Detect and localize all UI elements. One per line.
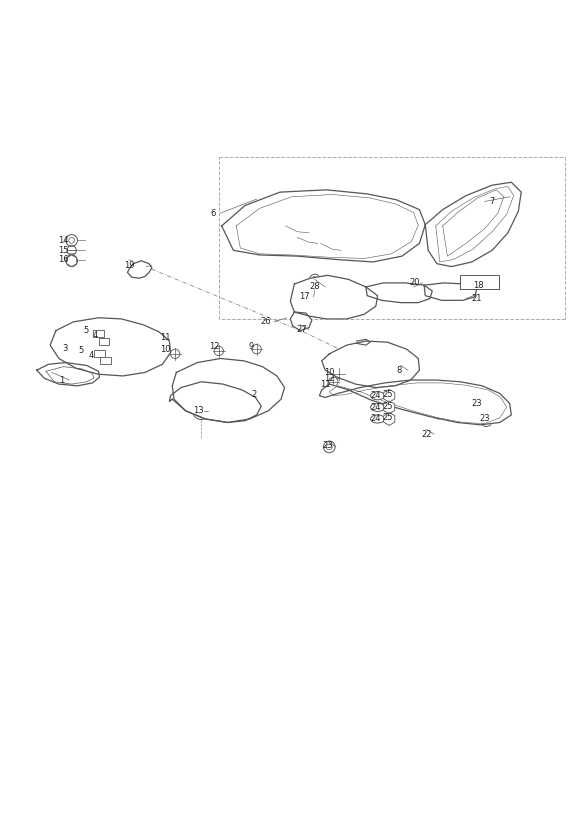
- Text: 25: 25: [382, 401, 393, 410]
- Text: 22: 22: [421, 429, 431, 438]
- FancyBboxPatch shape: [94, 350, 105, 358]
- Polygon shape: [290, 275, 378, 319]
- Polygon shape: [50, 318, 170, 376]
- Text: 17: 17: [299, 293, 310, 302]
- Text: 24: 24: [371, 391, 381, 400]
- Text: 13: 13: [193, 406, 203, 415]
- Text: 6: 6: [210, 208, 216, 218]
- Text: 5: 5: [83, 326, 88, 335]
- Text: 15: 15: [58, 246, 69, 255]
- Polygon shape: [425, 182, 521, 267]
- Text: 18: 18: [473, 281, 484, 290]
- Ellipse shape: [371, 403, 385, 411]
- Text: 12: 12: [324, 374, 335, 383]
- Text: 9: 9: [248, 342, 254, 351]
- Text: 3: 3: [62, 344, 68, 353]
- Polygon shape: [424, 283, 476, 300]
- Text: 8: 8: [396, 366, 402, 375]
- Text: 12: 12: [209, 342, 220, 351]
- Text: 23: 23: [479, 414, 490, 424]
- Text: 28: 28: [310, 283, 320, 292]
- Polygon shape: [319, 380, 511, 425]
- Text: 4: 4: [93, 330, 98, 339]
- Polygon shape: [170, 382, 261, 423]
- Text: 21: 21: [471, 294, 482, 303]
- Ellipse shape: [371, 391, 385, 400]
- Text: 10: 10: [324, 368, 335, 377]
- FancyBboxPatch shape: [99, 338, 110, 344]
- Text: 11: 11: [160, 333, 171, 342]
- Ellipse shape: [371, 415, 385, 423]
- Text: 24: 24: [371, 414, 381, 424]
- FancyBboxPatch shape: [100, 358, 111, 364]
- Text: 25: 25: [382, 390, 393, 399]
- Polygon shape: [290, 312, 312, 330]
- Polygon shape: [37, 363, 100, 386]
- Text: 19: 19: [125, 261, 135, 270]
- FancyBboxPatch shape: [93, 330, 104, 337]
- Text: 10: 10: [160, 344, 171, 353]
- Text: 7: 7: [490, 197, 495, 206]
- Text: 23: 23: [322, 441, 333, 450]
- Text: 2: 2: [251, 390, 257, 399]
- Text: 5: 5: [78, 346, 83, 355]
- Text: 24: 24: [371, 403, 381, 412]
- Text: 25: 25: [382, 414, 393, 423]
- Text: 26: 26: [260, 317, 271, 326]
- FancyBboxPatch shape: [459, 274, 498, 288]
- Text: 20: 20: [409, 279, 420, 288]
- Polygon shape: [172, 358, 285, 423]
- Text: 16: 16: [58, 255, 69, 265]
- Text: 27: 27: [297, 325, 307, 334]
- Polygon shape: [128, 260, 152, 279]
- Polygon shape: [366, 283, 432, 302]
- Text: 11: 11: [320, 380, 331, 389]
- Text: 23: 23: [471, 399, 482, 408]
- Polygon shape: [322, 341, 419, 387]
- Polygon shape: [222, 190, 425, 262]
- Text: 14: 14: [58, 236, 69, 245]
- Text: 1: 1: [59, 376, 64, 385]
- Text: 4: 4: [88, 350, 93, 359]
